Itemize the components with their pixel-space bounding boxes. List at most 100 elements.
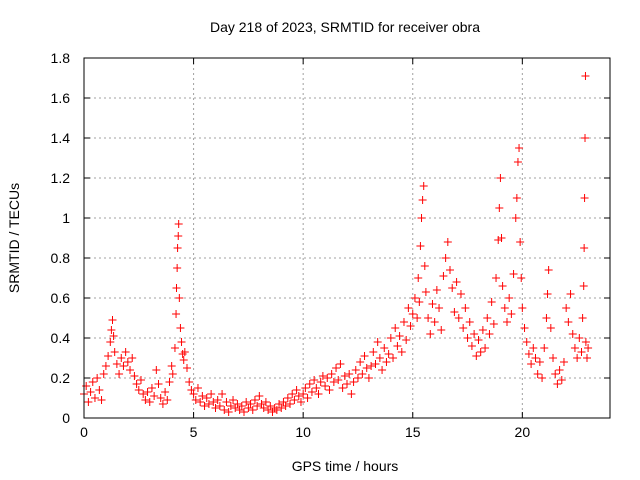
- data-point: [418, 196, 427, 204]
- y-axis-label: SRMTID / TECUs: [6, 183, 22, 293]
- data-point: [115, 370, 124, 378]
- data-point: [220, 406, 229, 414]
- data-point: [299, 390, 308, 398]
- x-tick-label: 5: [190, 424, 198, 440]
- data-point: [97, 396, 106, 404]
- data-point: [562, 304, 571, 312]
- data-point: [512, 194, 521, 202]
- data-point: [145, 398, 154, 406]
- data-point: [176, 324, 185, 332]
- data-point: [318, 372, 327, 380]
- data-point: [90, 394, 99, 402]
- data-point: [345, 370, 354, 378]
- data-point: [183, 364, 192, 372]
- data-point: [336, 360, 345, 368]
- data-point: [128, 354, 137, 362]
- data-point: [283, 394, 292, 402]
- data-point: [568, 330, 577, 338]
- data-point: [492, 274, 501, 282]
- data-point: [399, 318, 408, 326]
- data-point: [314, 390, 323, 398]
- data-point: [109, 332, 118, 340]
- data-point: [154, 380, 163, 388]
- data-point: [104, 352, 113, 360]
- data-point: [218, 390, 227, 398]
- data-point: [139, 390, 148, 398]
- data-point: [177, 338, 186, 346]
- data-point: [406, 322, 415, 330]
- data-point: [248, 406, 257, 414]
- data-point: [546, 324, 555, 332]
- data-point: [334, 376, 343, 384]
- data-point: [301, 384, 310, 392]
- data-point: [582, 354, 591, 362]
- data-point: [551, 370, 560, 378]
- data-point: [110, 348, 119, 356]
- data-point: [369, 348, 378, 356]
- data-point: [224, 408, 233, 416]
- data-point: [459, 324, 468, 332]
- data-point: [518, 304, 527, 312]
- data-point: [364, 374, 373, 382]
- chart-title: Day 218 of 2023, SRMTID for receiver obr…: [210, 19, 480, 35]
- data-point: [286, 400, 295, 408]
- data-point: [566, 290, 575, 298]
- data-point: [239, 408, 248, 416]
- data-point: [310, 376, 319, 384]
- data-point: [505, 294, 514, 302]
- data-point: [277, 404, 286, 412]
- data-point: [360, 352, 369, 360]
- data-point: [340, 372, 349, 380]
- data-point: [497, 234, 506, 242]
- data-point: [167, 362, 176, 370]
- data-point: [564, 318, 573, 326]
- data-point: [123, 358, 132, 366]
- data-point: [584, 344, 593, 352]
- data-point: [179, 356, 188, 364]
- data-point: [316, 378, 325, 386]
- data-point: [353, 374, 362, 382]
- data-point: [130, 372, 139, 380]
- data-point: [410, 294, 419, 302]
- data-point: [408, 310, 417, 318]
- data-point: [108, 316, 117, 324]
- data-point: [362, 364, 371, 372]
- data-point: [544, 266, 553, 274]
- data-point: [255, 392, 264, 400]
- data-point: [172, 310, 181, 318]
- data-point: [375, 354, 384, 362]
- data-point: [173, 244, 182, 252]
- data-point: [233, 400, 242, 408]
- data-point: [312, 384, 321, 392]
- data-point: [474, 336, 483, 344]
- data-point: [509, 270, 518, 278]
- data-point: [93, 374, 102, 382]
- data-point: [415, 298, 424, 306]
- data-point: [136, 376, 145, 384]
- data-point: [494, 236, 503, 244]
- data-point: [117, 354, 126, 362]
- data-point: [106, 338, 115, 346]
- data-point: [261, 398, 270, 406]
- data-point: [540, 344, 549, 352]
- y-tick-label: 1.8: [51, 50, 71, 66]
- data-point: [338, 384, 347, 392]
- data-point: [173, 264, 182, 272]
- data-point: [443, 238, 452, 246]
- data-point: [121, 348, 130, 356]
- data-point: [580, 244, 589, 252]
- data-point: [143, 388, 152, 396]
- y-tick-label: 1: [62, 210, 70, 226]
- data-point: [404, 304, 413, 312]
- data-point: [384, 350, 393, 358]
- data-point: [175, 294, 184, 302]
- data-point: [378, 366, 387, 374]
- data-point: [86, 388, 95, 396]
- grid-lines: [84, 58, 610, 418]
- data-point: [495, 204, 504, 212]
- data-point: [426, 330, 435, 338]
- data-point: [549, 354, 558, 362]
- plot-frame: [83, 57, 611, 419]
- data-point: [141, 396, 150, 404]
